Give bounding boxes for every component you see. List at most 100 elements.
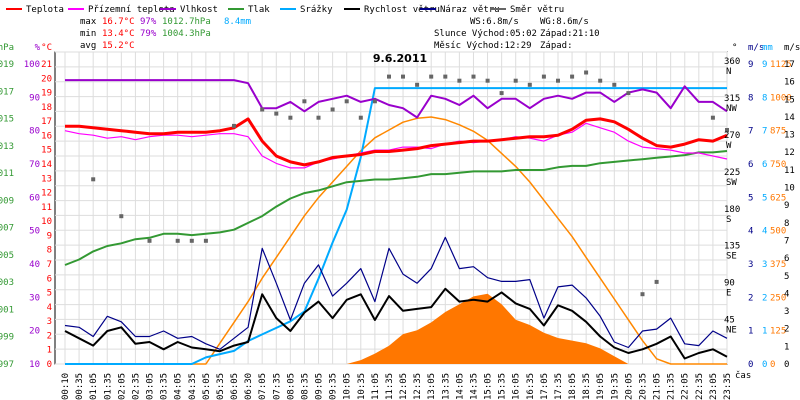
wind-dir-point <box>288 115 293 120</box>
tick-label-ms2: 11 <box>784 166 795 176</box>
x-tick-label: 09:05 <box>315 373 325 400</box>
tick-label-dir: N <box>726 67 731 77</box>
stats-label-max: max <box>80 17 97 27</box>
wind-dir-point <box>612 82 617 87</box>
stats-min-press: 1004.3hPa <box>162 29 211 39</box>
tick-label-solar: 375 <box>770 260 786 270</box>
tick-label-ms: 5 <box>748 193 753 203</box>
tick-label-ms2: 2 <box>784 325 789 335</box>
wind-gust-line <box>64 236 728 350</box>
tick-label-temp: 6 <box>47 274 52 284</box>
tick-label-hpa: 1017 <box>0 87 14 97</box>
stats-avg-temp: 15.2°C <box>102 41 135 51</box>
tick-label-ms2: 6 <box>784 254 789 264</box>
x-tick-label: 16:05 <box>512 373 522 400</box>
wind-dir-point <box>119 214 124 219</box>
x-tick-label: 05:35 <box>216 373 226 400</box>
tick-label-temp: 13 <box>41 174 52 184</box>
x-tick-label: 03:05 <box>146 373 156 400</box>
tick-label-ms2: 1 <box>784 342 789 352</box>
legend: Teplota Přízemní teplota Vlhkost Tlak Srážky… <box>6 5 564 15</box>
tick-label-temp: 18 <box>41 103 52 113</box>
tick-label-pct: 80 <box>29 127 40 137</box>
wind-dir-point <box>471 74 476 79</box>
stats-label-min: min <box>80 29 96 39</box>
wind-dir-point <box>344 99 349 104</box>
wind-dir-point <box>203 238 208 243</box>
tick-label-mm: 0 <box>762 360 767 370</box>
tick-label-pct: 30 <box>29 293 40 303</box>
tick-label-deg: 45 <box>724 316 735 326</box>
legend-label: Srážky <box>300 5 333 15</box>
solar-area <box>65 293 727 364</box>
wind-dir-point <box>415 82 420 87</box>
x-tick-label: 10:05 <box>343 373 353 400</box>
tick-label-pct: 60 <box>29 193 40 203</box>
tick-label-ms: 3 <box>748 260 753 270</box>
tick-label-mm: 2 <box>762 293 767 303</box>
tick-label-mm: 8 <box>762 93 767 103</box>
tick-label-pct: 70 <box>29 160 40 170</box>
x-tick-label: 08:35 <box>300 373 310 400</box>
tick-label-temp: 12 <box>41 189 52 199</box>
ground-temperature-line <box>64 122 728 169</box>
tick-label-temp: 14 <box>41 160 52 170</box>
stats-sunset: Západ:21:10 <box>540 29 600 39</box>
tick-label-mm: 4 <box>762 227 767 237</box>
tick-label-mm: 7 <box>762 127 767 137</box>
temperature-line <box>65 117 728 167</box>
tick-label-dir: NW <box>726 104 737 114</box>
wind-dir-point <box>499 91 504 96</box>
wind-dir-point <box>372 99 377 104</box>
tick-label-temp: 21 <box>41 60 52 70</box>
tick-label-dir: NE <box>726 326 737 336</box>
tick-label-ms: 1 <box>748 327 753 337</box>
stats-min-hum: 79% <box>140 29 157 39</box>
x-tick-label: 17:35 <box>554 373 564 400</box>
wind-dir-point <box>570 74 575 79</box>
tick-label-pct: 100 <box>24 60 40 70</box>
stats-label-avg: avg <box>80 41 96 51</box>
tick-label-solar: 1125 <box>770 60 792 70</box>
x-tick-label: 22:05 <box>681 373 691 400</box>
wind-dir-point <box>485 78 490 83</box>
x-tick-label: 07:05 <box>258 373 268 400</box>
x-tick-label: 14:35 <box>469 373 479 400</box>
wind-dir-point <box>710 115 715 120</box>
tick-label-hpa: 1003 <box>0 278 14 288</box>
tick-label-deg: 225 <box>724 168 740 178</box>
tick-label-temp: 1 <box>47 346 52 356</box>
tick-label-hpa: 997 <box>0 360 14 370</box>
tick-label-ms2: 14 <box>784 113 795 123</box>
axis-title-ms: m/s <box>748 43 764 53</box>
tick-label-dir: W <box>726 141 732 151</box>
x-tick-label: 06:05 <box>230 373 240 400</box>
x-tick-label: 09:35 <box>329 373 339 400</box>
tick-label-solar: 1000 <box>770 93 792 103</box>
tick-label-solar: 0 <box>770 360 775 370</box>
legend-label: Směr větru <box>510 5 564 15</box>
tick-label-temp: 8 <box>47 246 52 256</box>
wind-dir-point <box>640 292 645 297</box>
tick-label-ms: 4 <box>748 227 753 237</box>
tick-label-temp: 15 <box>41 146 52 156</box>
tick-label-temp: 2 <box>47 331 52 341</box>
wind-dir-point <box>274 111 279 116</box>
tick-label-ms: 2 <box>748 293 753 303</box>
tick-label-temp: 10 <box>41 217 52 227</box>
tick-label-ms2: 17 <box>784 60 795 70</box>
x-tick-label: 19:35 <box>610 373 620 400</box>
wind-dir-point <box>598 78 603 83</box>
x-tick-label: 04:05 <box>174 373 184 400</box>
wind-dir-point <box>316 115 321 120</box>
tick-label-temp: 19 <box>41 89 52 99</box>
tick-label-ms2: 12 <box>784 148 795 158</box>
tick-label-hpa: 999 <box>0 333 14 343</box>
axis-title-hpa: hPa <box>0 43 14 53</box>
legend-label: Přízemní teplota <box>88 5 175 15</box>
tick-label-solar: 875 <box>770 127 786 137</box>
x-tick-label: 21:35 <box>667 373 677 400</box>
